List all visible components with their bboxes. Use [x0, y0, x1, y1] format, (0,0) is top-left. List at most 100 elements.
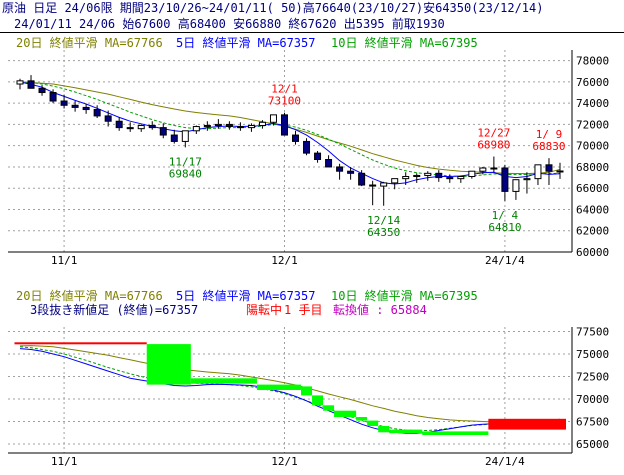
high-annotation-value: 73100 — [268, 95, 301, 108]
high-annotation-value: 68830 — [532, 140, 565, 153]
candle-body — [479, 167, 487, 172]
candle-body — [523, 178, 531, 181]
renko-date-label: 12/1 — [271, 455, 298, 468]
renko-chart: 65000 67500 70000 72500 75000 77500 11/1 12/1 24… — [8, 326, 609, 468]
renko-down-brick — [389, 429, 423, 434]
price-tick-label: 60000 — [576, 246, 609, 259]
candle-body — [203, 124, 211, 128]
header-line-period: 原油 日足 24/06限 期間23/10/26~24/01/11( 50)高76… — [2, 1, 544, 15]
candle-body — [137, 124, 145, 130]
renko-date-label: 11/1 — [51, 455, 78, 468]
low-annotation-date: 1/ 4 — [492, 209, 519, 222]
candle-body — [115, 120, 123, 129]
renko-tick-label: 65000 — [576, 438, 609, 451]
candle-body — [303, 140, 311, 154]
candle-body — [446, 177, 454, 180]
candle-body — [192, 126, 200, 132]
candle-body — [358, 172, 366, 186]
renko-down-brick — [312, 395, 324, 406]
price-tick-label: 70000 — [576, 140, 609, 153]
candle-body — [336, 166, 344, 172]
candle-body — [490, 167, 498, 170]
price-tick-label: 62000 — [576, 225, 609, 238]
chart-header: 原油 日足 24/06限 期間23/10/26~24/01/11( 50)高76… — [0, 0, 624, 33]
price-tick-label: 76000 — [576, 76, 609, 89]
legend-ma10-bottom: 10日 終値平滑 MA=67395 — [331, 289, 478, 303]
renko-down-brick — [301, 386, 313, 396]
renko-down-brick — [356, 417, 368, 421]
candle-body — [413, 174, 421, 178]
renko-tick-label: 72500 — [576, 371, 609, 384]
renko-ma20-line — [19, 345, 561, 424]
renko-down-brick — [256, 384, 302, 390]
candle-body — [402, 176, 410, 180]
legend-ma5-top: 5日 終値平滑 MA=67357 — [176, 36, 316, 50]
renko-down-brick — [422, 431, 489, 435]
candle-body — [501, 167, 509, 192]
renko-date-label: 24/1/4 — [485, 455, 525, 468]
price-tick-label: 66000 — [576, 182, 609, 195]
candle-body — [38, 87, 46, 94]
candle-body — [391, 178, 399, 184]
legend-ma10-top: 10日 終値平滑 MA=67395 — [331, 36, 478, 50]
high-annotation-date: 12/27 — [477, 127, 510, 140]
low-annotation-value: 64350 — [367, 226, 400, 239]
candle-body — [104, 115, 112, 122]
candle-body — [214, 123, 222, 126]
legend-ma5-bottom: 5日 終値平滑 MA=67357 — [176, 289, 316, 303]
candle-body — [457, 176, 465, 180]
candle-body — [468, 170, 476, 178]
candle-body — [292, 134, 300, 142]
renko-state: 陽転中 — [246, 303, 283, 317]
renko-tick-label: 67500 — [576, 416, 609, 429]
candle-body — [82, 106, 90, 111]
renko-step: 1 手目 — [284, 303, 323, 317]
low-annotation-date: 12/14 — [367, 214, 400, 227]
low-annotation-value: 64810 — [488, 221, 521, 234]
candle-body — [512, 179, 520, 192]
price-tick-label: 64000 — [576, 203, 609, 216]
renko-down-brick — [367, 420, 379, 426]
renko-down-brick — [190, 378, 257, 384]
date-tick-label: 12/1 — [271, 254, 298, 267]
renko-down-brick — [334, 410, 357, 417]
candle-body — [534, 164, 542, 180]
price-tick-label: 74000 — [576, 97, 609, 110]
candlestick-chart: 60000 62000 64000 66000 68000 70000 72000 74000… — [8, 50, 609, 267]
header-line-ohlc: 24/01/11 24/06 始67600 高68400 安66880 終676… — [14, 17, 445, 31]
renko-up-brick — [14, 342, 147, 345]
candle-body — [347, 170, 355, 174]
candle-body — [71, 104, 79, 108]
price-tick-label: 78000 — [576, 55, 609, 68]
candle-body — [148, 124, 156, 129]
candle-body — [126, 127, 134, 130]
candle-body — [247, 124, 255, 129]
price-tick-label: 68000 — [576, 161, 609, 174]
candle-body — [280, 114, 288, 136]
candle-body — [435, 172, 443, 179]
candle-body — [27, 80, 35, 89]
candle-body — [93, 109, 101, 117]
candle-body — [236, 126, 244, 129]
candle-body — [49, 92, 57, 102]
renko-up-brick — [488, 418, 566, 430]
candle-body — [181, 130, 189, 142]
renko-down-brick — [146, 344, 191, 385]
candle-body — [314, 152, 322, 161]
candle-body — [159, 127, 167, 136]
price-tick-label: 72000 — [576, 118, 609, 131]
renko-label: 3段抜き新値足 (終値)=67357 — [30, 303, 199, 317]
candle-body — [225, 123, 233, 128]
candle-body — [380, 182, 388, 187]
candle-body — [269, 114, 277, 123]
renko-ma5-line — [19, 348, 561, 434]
date-tick-label: 24/1/4 — [485, 254, 525, 267]
candle-body — [369, 184, 377, 187]
candle-body — [545, 164, 553, 172]
candle-body — [424, 172, 432, 176]
renko-down-brick — [323, 405, 335, 411]
low-annotation-date: 11/17 — [169, 155, 202, 168]
low-annotation-value: 69840 — [169, 167, 202, 180]
legend-ma20-bottom: 20日 終値平滑 MA=67766 — [16, 289, 163, 303]
candle-body — [258, 121, 266, 126]
